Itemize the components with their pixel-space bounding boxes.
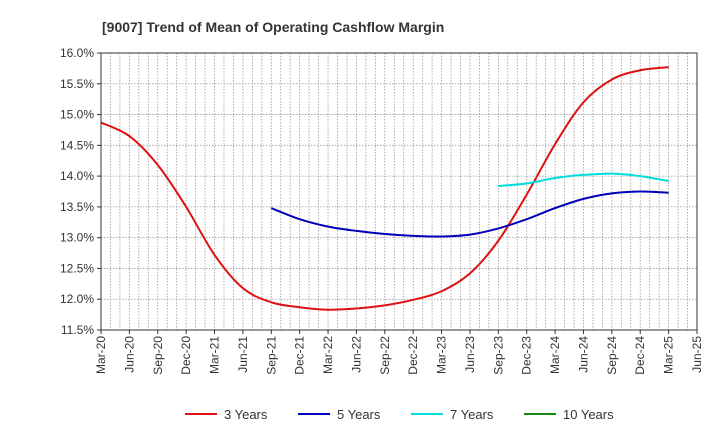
y-tick-label: 15.5% bbox=[60, 77, 94, 91]
series-line-5-years bbox=[270, 190, 669, 238]
y-tick-label: 15.0% bbox=[60, 108, 94, 122]
x-tick-label: Mar-25 bbox=[662, 336, 676, 374]
legend: 3 Years 5 Years 7 Years 10 Years bbox=[185, 407, 614, 422]
y-axis-ticks: 11.5% 12.0% 12.5% 13.0% 13.5% 14.0% 14.5% 15.0%… bbox=[60, 46, 101, 337]
x-tick-label: Jun-23 bbox=[463, 336, 477, 373]
y-tick-label: 13.5% bbox=[60, 200, 94, 214]
x-tick-label: Mar-20 bbox=[94, 336, 108, 374]
x-tick-label: Sep-23 bbox=[491, 336, 505, 375]
series-line-3-years bbox=[100, 66, 669, 311]
x-tick-label: Jun-22 bbox=[349, 336, 363, 373]
y-tick-label: 12.0% bbox=[60, 292, 94, 306]
series-line-7-years bbox=[498, 172, 669, 187]
legend-label: 10 Years bbox=[563, 407, 614, 422]
x-tick-label: Sep-21 bbox=[264, 336, 278, 375]
x-tick-label: Mar-22 bbox=[321, 336, 335, 374]
x-tick-label: Mar-23 bbox=[435, 336, 449, 374]
x-tick-label: Jun-25 bbox=[690, 336, 704, 373]
x-tick-label: Jun-20 bbox=[122, 336, 136, 373]
legend-label: 3 Years bbox=[224, 407, 268, 422]
y-tick-label: 13.0% bbox=[60, 231, 94, 245]
legend-label: 7 Years bbox=[450, 407, 494, 422]
y-tick-label: 12.5% bbox=[60, 261, 94, 275]
x-tick-label: Dec-22 bbox=[406, 336, 420, 375]
y-tick-label: 16.0% bbox=[60, 46, 94, 60]
x-tick-label: Dec-20 bbox=[179, 336, 193, 375]
legend-label: 5 Years bbox=[337, 407, 381, 422]
x-tick-label: Dec-24 bbox=[633, 336, 647, 375]
x-tick-label: Sep-22 bbox=[378, 336, 392, 375]
y-tick-label: 14.5% bbox=[60, 138, 94, 152]
x-axis-ticks: Mar-20 Jun-20 Sep-20 Dec-20 Mar-21 Jun-21 Sep-… bbox=[94, 330, 704, 375]
x-tick-label: Sep-20 bbox=[151, 336, 165, 375]
x-tick-label: Jun-21 bbox=[236, 336, 250, 373]
chart-title: [9007] Trend of Mean of Operating Cashfl… bbox=[102, 19, 444, 35]
series-lines bbox=[100, 66, 669, 311]
x-tick-label: Sep-24 bbox=[605, 336, 619, 375]
plot-frame bbox=[100, 52, 698, 331]
x-tick-label: Mar-24 bbox=[548, 336, 562, 374]
y-tick-label: 11.5% bbox=[61, 323, 94, 337]
x-tick-label: Dec-23 bbox=[520, 336, 534, 375]
y-tick-label: 14.0% bbox=[60, 169, 94, 183]
x-tick-label: Dec-21 bbox=[293, 336, 307, 375]
x-tick-label: Jun-24 bbox=[576, 336, 590, 373]
grid-lines bbox=[101, 53, 697, 330]
x-tick-label: Mar-21 bbox=[208, 336, 222, 374]
